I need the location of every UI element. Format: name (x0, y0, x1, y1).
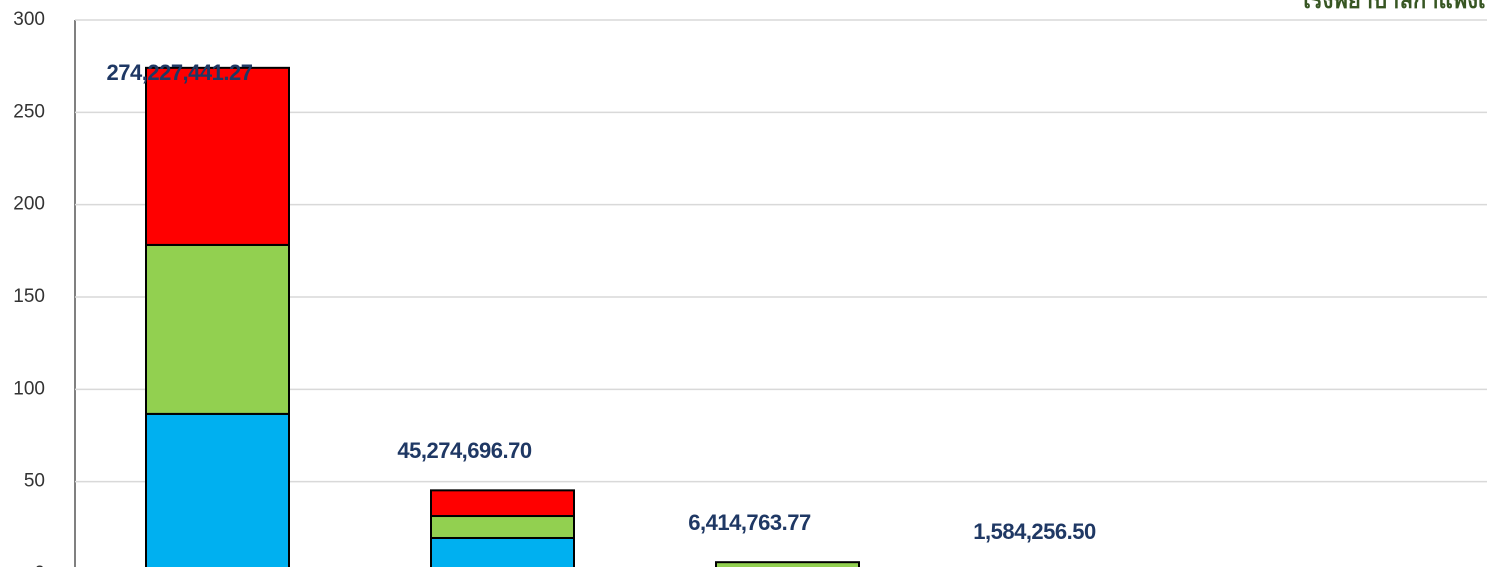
chart-title: โรงพยาบาลกำแพงเพ (1298, 0, 1487, 13)
y-tick-label: 100 (13, 378, 45, 399)
y-tick-label: 300 (13, 9, 45, 30)
total-label: 6,414,763.77 (688, 510, 811, 535)
y-tick-label: 250 (13, 101, 45, 122)
bar-segment (145, 66, 290, 246)
y-tick-label: 200 (13, 194, 45, 215)
y-tick-label: 0 (34, 563, 45, 567)
bar-segment (430, 515, 575, 539)
total-label: 1,584,256.50 (973, 519, 1096, 544)
y-tick-label: 50 (24, 471, 45, 492)
total-label: 274,227,441.27 (107, 60, 253, 85)
total-label: 45,274,696.70 (397, 438, 531, 463)
bar-segment (715, 561, 860, 567)
bar-segment (145, 412, 290, 567)
bar-segment (430, 536, 575, 567)
bar-segment (430, 489, 575, 518)
bar-segment (145, 243, 290, 415)
y-tick-label: 150 (13, 286, 45, 307)
